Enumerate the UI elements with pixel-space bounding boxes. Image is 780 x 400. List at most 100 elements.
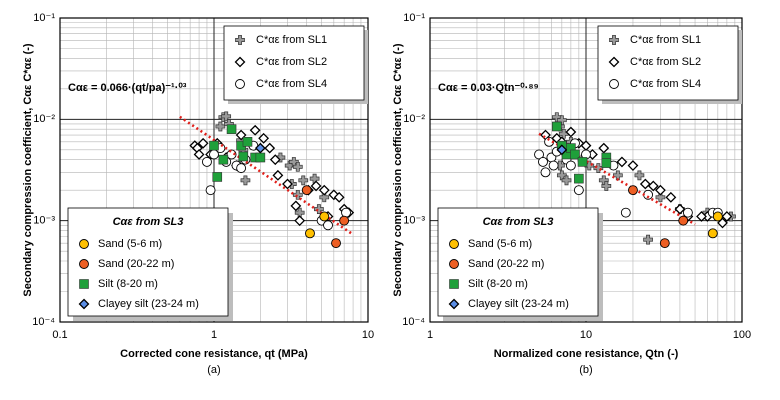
data-point bbox=[556, 144, 568, 156]
legend-label: C*αε from SL2 bbox=[630, 56, 701, 68]
data-point bbox=[593, 163, 604, 173]
legend-marker bbox=[235, 35, 245, 45]
legend-label: C*αε from SL1 bbox=[630, 34, 701, 46]
data-point bbox=[721, 211, 733, 222]
data-point bbox=[319, 192, 330, 203]
y-tick-label: 10⁻¹ bbox=[403, 12, 425, 24]
data-point bbox=[601, 181, 612, 191]
legend-label: C*αε from SL4 bbox=[630, 78, 701, 90]
legend-marker bbox=[449, 279, 459, 289]
data-point bbox=[290, 200, 302, 212]
data-point bbox=[305, 228, 315, 239]
legend-label: Silt (8-20 m) bbox=[98, 278, 158, 290]
data-point bbox=[254, 142, 266, 154]
data-point bbox=[272, 169, 284, 181]
caption: (b) bbox=[579, 364, 592, 376]
y-tick-label: 10⁻² bbox=[33, 113, 55, 125]
y-tick-label: 10⁻⁴ bbox=[32, 316, 55, 328]
data-point bbox=[240, 175, 251, 186]
data-point bbox=[639, 178, 651, 190]
x-tick-label: 1 bbox=[427, 329, 433, 341]
data-point bbox=[570, 149, 580, 160]
legend-marker bbox=[78, 298, 90, 310]
data-point bbox=[205, 185, 216, 196]
legend-marker bbox=[449, 239, 459, 249]
equation: Cαε = 0.066·(qt/pa)⁻¹·⁰³ bbox=[68, 82, 187, 94]
data-point bbox=[548, 160, 559, 171]
data-point bbox=[655, 192, 666, 203]
legend-marker bbox=[79, 279, 89, 289]
y-tick-label: 10⁻³ bbox=[33, 215, 55, 227]
data-point bbox=[292, 161, 303, 172]
data-point bbox=[612, 170, 623, 181]
legend-label: Silt (8-20 m) bbox=[468, 278, 528, 290]
legend-label: C*αε from SL2 bbox=[256, 56, 327, 68]
data-point bbox=[577, 157, 588, 167]
data-point bbox=[643, 234, 653, 245]
legend-marker bbox=[234, 56, 246, 68]
data-point bbox=[209, 140, 219, 151]
data-point bbox=[696, 211, 707, 222]
x-tick-label: 0.1 bbox=[52, 329, 67, 341]
data-point bbox=[659, 238, 670, 249]
legend-marker bbox=[609, 35, 619, 45]
data-point bbox=[339, 215, 350, 226]
data-point bbox=[620, 207, 631, 218]
data-point bbox=[298, 175, 309, 186]
x-tick-label: 1 bbox=[211, 329, 217, 341]
data-point bbox=[552, 121, 562, 132]
x-tick-label: 10 bbox=[580, 329, 592, 341]
y-axis-label: Secondary compression coefficient, Cαε C… bbox=[392, 43, 404, 297]
data-point bbox=[282, 178, 293, 190]
data-point bbox=[628, 185, 638, 196]
data-point bbox=[565, 160, 576, 171]
data-point bbox=[712, 211, 723, 222]
legend-marker bbox=[608, 56, 620, 68]
legend-marker bbox=[449, 259, 459, 269]
y-axis-label: Secondary compression coefficient, Cαε C… bbox=[22, 43, 34, 297]
data-point bbox=[627, 160, 639, 171]
data-point bbox=[655, 184, 666, 196]
legend-label: Sand (20-22 m) bbox=[468, 258, 544, 270]
legend-label: Sand (5-6 m) bbox=[98, 238, 162, 250]
legend-marker bbox=[448, 298, 460, 310]
data-point bbox=[634, 170, 645, 181]
data-point bbox=[258, 132, 270, 144]
legend-label: C*αε from SL4 bbox=[256, 78, 327, 90]
data-point bbox=[323, 220, 333, 231]
data-point bbox=[647, 180, 659, 192]
data-point bbox=[238, 151, 249, 162]
data-point bbox=[202, 156, 212, 167]
y-tick-label: 10⁻³ bbox=[403, 215, 425, 227]
data-point bbox=[212, 172, 223, 182]
legend-marker bbox=[79, 259, 89, 269]
legend bbox=[597, 25, 739, 101]
data-point bbox=[341, 207, 351, 218]
y-tick-label: 10⁻² bbox=[403, 113, 425, 125]
data-point bbox=[226, 149, 237, 160]
legend-marker bbox=[235, 79, 245, 89]
caption: (a) bbox=[207, 364, 220, 376]
x-tick-label: 100 bbox=[733, 329, 751, 341]
data-point bbox=[538, 156, 548, 167]
legend-label: C*αε from SL1 bbox=[256, 34, 327, 46]
legend-marker bbox=[79, 239, 89, 249]
y-tick-label: 10⁻⁴ bbox=[402, 316, 425, 328]
data-point bbox=[249, 124, 261, 136]
legend bbox=[223, 25, 365, 101]
data-point bbox=[682, 207, 693, 218]
data-point bbox=[707, 228, 718, 239]
data-point bbox=[331, 238, 341, 249]
equation: Cαε = 0.03·Qtn⁻⁰·⁸⁹ bbox=[438, 82, 539, 94]
legend-label: Sand (20-22 m) bbox=[98, 258, 174, 270]
data-point bbox=[318, 184, 330, 196]
data-point bbox=[678, 215, 689, 226]
data-point bbox=[264, 142, 276, 154]
data-point bbox=[301, 185, 312, 196]
data-point bbox=[319, 211, 330, 222]
data-point bbox=[218, 154, 229, 165]
data-point bbox=[255, 152, 266, 163]
legend-label: Clayey silt (23-24 m) bbox=[98, 298, 199, 310]
data-point bbox=[601, 158, 612, 168]
